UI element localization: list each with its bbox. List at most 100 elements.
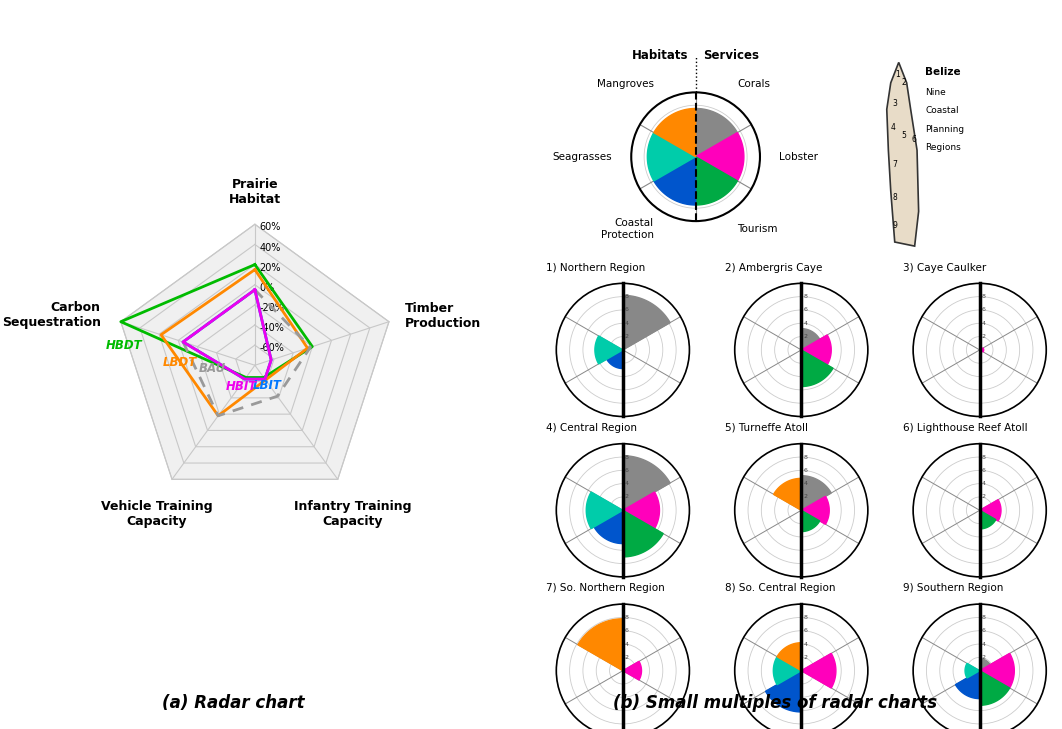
Polygon shape <box>648 133 696 181</box>
Polygon shape <box>801 653 836 688</box>
Text: Lobster: Lobster <box>780 152 819 162</box>
Polygon shape <box>595 336 622 364</box>
Text: 4: 4 <box>624 481 629 486</box>
Text: 1) Northern Region: 1) Northern Region <box>546 262 646 273</box>
Text: 9) Southern Region: 9) Southern Region <box>903 583 1004 593</box>
Text: Seagrasses: Seagrasses <box>552 152 612 162</box>
Text: 8: 8 <box>624 295 629 299</box>
Text: Carbon
Sequestration: Carbon Sequestration <box>2 301 101 330</box>
Text: 9: 9 <box>892 221 897 230</box>
Text: 6: 6 <box>981 628 986 634</box>
Text: 4: 4 <box>624 642 629 647</box>
Text: 6: 6 <box>624 628 629 634</box>
Text: 2: 2 <box>624 494 629 499</box>
Text: Prairie
Habitat: Prairie Habitat <box>228 178 281 206</box>
Text: 8: 8 <box>624 455 629 459</box>
Polygon shape <box>654 157 696 205</box>
Text: Corals: Corals <box>737 79 770 89</box>
Polygon shape <box>594 510 622 544</box>
Text: HBIT: HBIT <box>226 381 257 393</box>
Polygon shape <box>979 659 990 671</box>
Polygon shape <box>696 157 737 205</box>
Text: LBDT: LBDT <box>162 356 196 369</box>
Text: 2: 2 <box>624 655 629 660</box>
Polygon shape <box>622 661 641 680</box>
Polygon shape <box>979 348 983 352</box>
Polygon shape <box>979 671 1010 705</box>
Text: 4: 4 <box>803 481 807 486</box>
Polygon shape <box>887 63 919 246</box>
Polygon shape <box>979 653 1014 688</box>
Text: 2: 2 <box>981 655 986 660</box>
Text: 8: 8 <box>803 295 807 299</box>
Polygon shape <box>801 476 832 510</box>
Text: 6: 6 <box>803 468 807 473</box>
Polygon shape <box>121 225 389 480</box>
Polygon shape <box>622 510 663 557</box>
Text: 8: 8 <box>981 295 986 299</box>
Polygon shape <box>801 335 832 365</box>
Text: 2: 2 <box>803 655 807 660</box>
Text: (a) Radar chart: (a) Radar chart <box>162 695 305 712</box>
Polygon shape <box>979 499 1001 521</box>
Text: 7: 7 <box>892 160 897 169</box>
Text: 4: 4 <box>624 321 629 326</box>
Text: 3) Caye Caulker: 3) Caye Caulker <box>903 262 987 273</box>
Text: 4: 4 <box>981 642 986 647</box>
Text: 8: 8 <box>803 455 807 459</box>
Text: 0%: 0% <box>260 283 275 293</box>
Text: Nine: Nine <box>925 88 946 97</box>
Polygon shape <box>801 496 829 524</box>
Text: 8) So. Central Region: 8) So. Central Region <box>724 583 835 593</box>
Text: HBDT: HBDT <box>105 338 142 351</box>
Text: 60%: 60% <box>260 222 281 233</box>
Text: 4: 4 <box>981 481 986 486</box>
Text: 1: 1 <box>895 70 900 79</box>
Text: Coastal: Coastal <box>925 106 959 115</box>
Polygon shape <box>965 663 979 678</box>
Text: BAU: BAU <box>199 362 226 375</box>
Text: 6: 6 <box>981 308 986 313</box>
Text: Coastal
Protection: Coastal Protection <box>601 219 654 240</box>
Text: 20%: 20% <box>260 262 281 273</box>
Text: -40%: -40% <box>260 323 285 333</box>
Text: Regions: Regions <box>925 143 961 152</box>
Text: Tourism: Tourism <box>737 225 778 234</box>
Text: 7) So. Northern Region: 7) So. Northern Region <box>546 583 665 593</box>
Text: 3: 3 <box>892 98 897 108</box>
Text: Infantry Training
Capacity: Infantry Training Capacity <box>294 500 411 528</box>
Text: 8: 8 <box>981 455 986 459</box>
Text: 2: 2 <box>902 78 907 87</box>
Text: -60%: -60% <box>260 343 285 354</box>
Text: 4: 4 <box>981 321 986 326</box>
Text: 4) Central Region: 4) Central Region <box>546 423 637 433</box>
Text: 8: 8 <box>981 615 986 620</box>
Polygon shape <box>956 671 979 698</box>
Polygon shape <box>801 510 820 531</box>
Text: Vehicle Training
Capacity: Vehicle Training Capacity <box>101 500 212 528</box>
Polygon shape <box>777 643 801 671</box>
Text: 8: 8 <box>803 615 807 620</box>
Polygon shape <box>622 295 670 350</box>
Text: Planning: Planning <box>925 125 964 134</box>
Text: 8: 8 <box>624 615 629 620</box>
Polygon shape <box>622 492 660 529</box>
Text: 8: 8 <box>892 192 897 202</box>
Text: 6: 6 <box>911 136 917 144</box>
Polygon shape <box>586 492 622 529</box>
Text: 2) Ambergris Caye: 2) Ambergris Caye <box>724 262 822 273</box>
Text: 5: 5 <box>902 131 907 141</box>
Text: 6: 6 <box>981 468 986 473</box>
Text: Services: Services <box>703 49 759 61</box>
Text: 6: 6 <box>803 308 807 313</box>
Polygon shape <box>766 671 801 712</box>
Text: 2: 2 <box>624 334 629 339</box>
Polygon shape <box>979 510 996 529</box>
Text: Belize: Belize <box>925 66 961 77</box>
Polygon shape <box>654 109 696 157</box>
Text: (b) Small multiples of radar charts: (b) Small multiples of radar charts <box>613 695 938 712</box>
Text: 40%: 40% <box>260 243 281 253</box>
Polygon shape <box>801 350 833 386</box>
Polygon shape <box>606 350 622 369</box>
Polygon shape <box>773 657 801 685</box>
